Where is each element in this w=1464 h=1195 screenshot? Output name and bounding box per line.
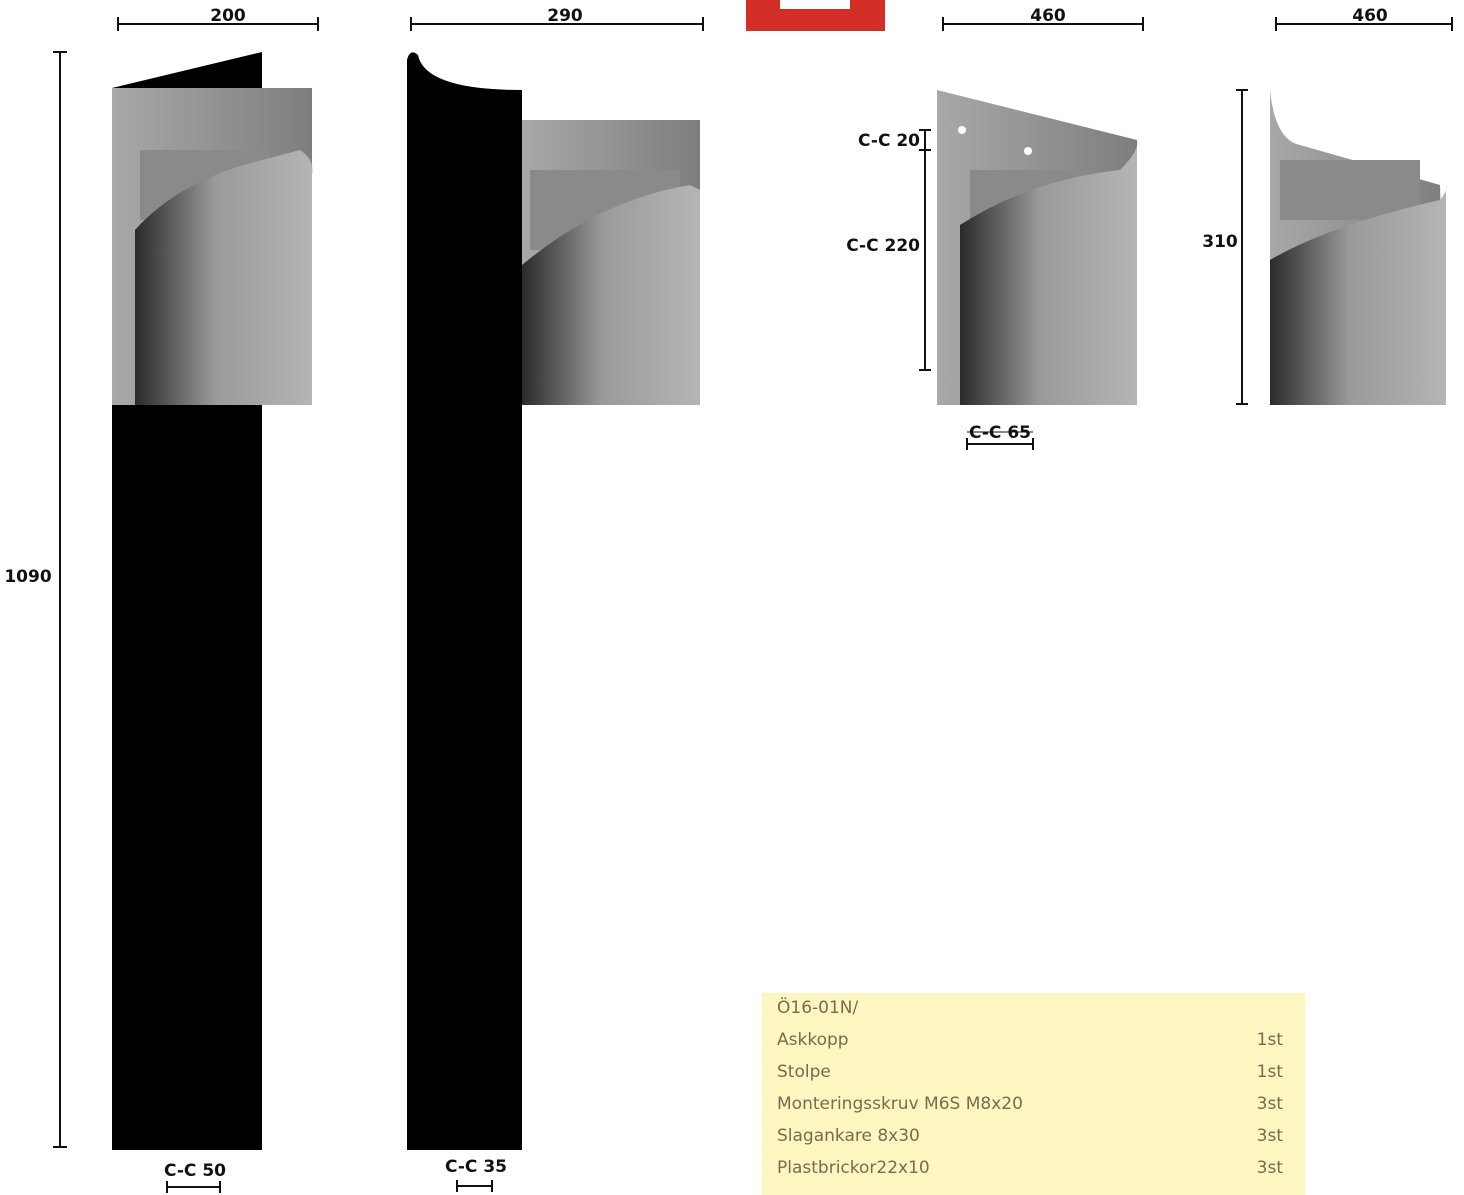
part-name: Askkopp	[777, 1030, 849, 1050]
post-1	[112, 52, 313, 1150]
part-name: Slagankare 8x30	[777, 1126, 920, 1146]
dim-label: C-C 20	[858, 131, 920, 151]
parts-header: Ö16-01N/	[777, 996, 858, 1018]
part-name: Stolpe	[777, 1062, 831, 1082]
part-qty: 3st	[1257, 1158, 1284, 1178]
dim-label: 290	[547, 6, 583, 26]
bin-side	[1270, 90, 1447, 405]
dim-label: C-C 35	[445, 1157, 507, 1177]
dim-label: 310	[1202, 232, 1238, 252]
parts-rows: Askkopp 1st Stolpe 1st Monteringsskruv M6S M…	[777, 1030, 1283, 1178]
dim-label: 1090	[4, 567, 51, 587]
dimension-lines	[53, 17, 1453, 1193]
dim-label: 460	[1030, 6, 1066, 26]
part-qty: 3st	[1257, 1094, 1284, 1114]
bin-front	[937, 90, 1138, 405]
logo-inner	[780, 0, 850, 9]
dim-label: 200	[210, 6, 246, 26]
post-2	[407, 52, 700, 1151]
part-qty: 1st	[1257, 1062, 1284, 1082]
parts-list	[762, 993, 1305, 1195]
dim-label: 460	[1352, 6, 1388, 26]
part-name: Plastbrickor22x10	[777, 1158, 930, 1178]
dim-label: C-C 50	[164, 1161, 226, 1181]
dim-label: C-C 65	[969, 423, 1031, 443]
part-name: Monteringsskruv M6S M8x20	[777, 1094, 1023, 1114]
dim-label: C-C 220	[846, 236, 920, 256]
part-qty: 1st	[1257, 1030, 1284, 1050]
part-qty: 3st	[1257, 1126, 1284, 1146]
